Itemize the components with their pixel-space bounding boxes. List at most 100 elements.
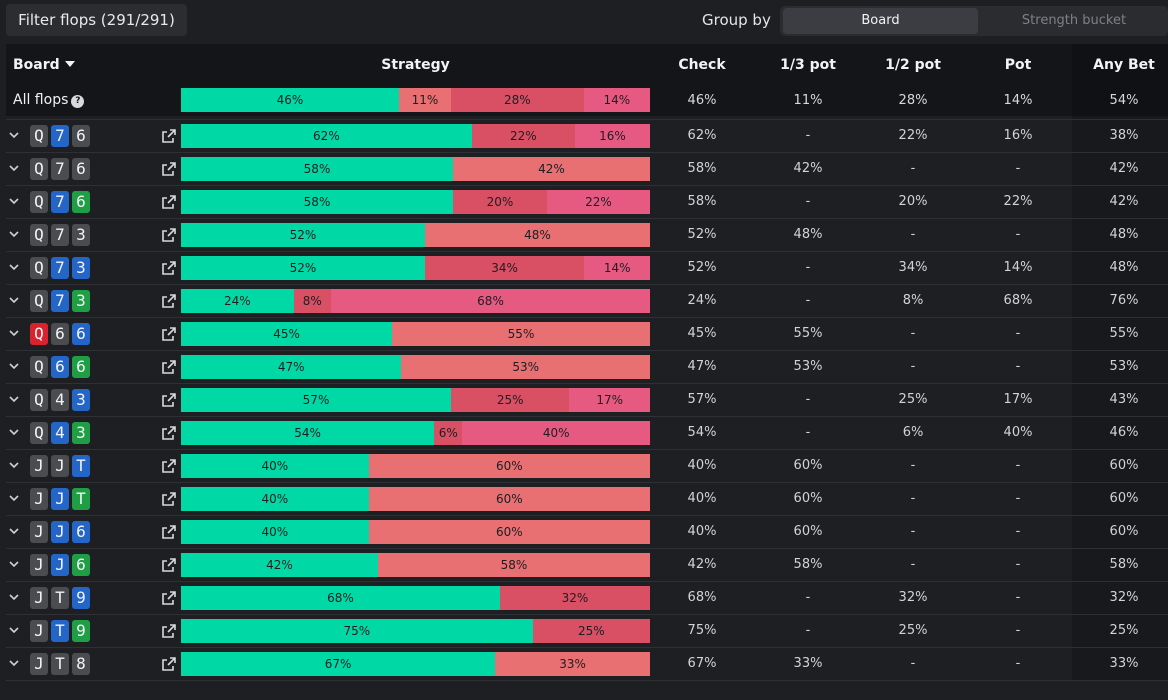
third-pot-segment: 55% bbox=[392, 322, 650, 346]
group-by-board-option[interactable]: Board bbox=[783, 8, 978, 34]
any-bet-cell-bg bbox=[1072, 219, 1168, 251]
table-row[interactable]: J J 6 40% 60% 40% 60% - -60% bbox=[6, 516, 1168, 549]
open-external-icon[interactable] bbox=[161, 656, 177, 672]
table-row[interactable]: J T 9 68% 32% 68% -32% -32% bbox=[6, 582, 1168, 615]
any-bet-value: 60% bbox=[1109, 524, 1139, 539]
open-external-icon[interactable] bbox=[161, 293, 177, 309]
check-segment: 40% bbox=[181, 520, 369, 544]
half-value: 20% bbox=[898, 194, 928, 209]
check-segment: 58% bbox=[181, 190, 454, 214]
chevron-down-icon[interactable] bbox=[8, 459, 20, 471]
table-row[interactable]: Q 7 3 24% 8% 68% 24% -8% 68% 76% bbox=[6, 285, 1168, 318]
open-external-icon[interactable] bbox=[161, 623, 177, 639]
half-value: - bbox=[910, 359, 916, 374]
filter-flops-button[interactable]: Filter flops (291/291) bbox=[6, 4, 187, 36]
board-column-header[interactable]: Board bbox=[13, 57, 75, 73]
check-segment: 52% bbox=[181, 256, 425, 280]
table-row[interactable]: Q 4 3 57% 25% 17% 57% -25% 17% 43% bbox=[6, 384, 1168, 417]
table-row[interactable]: Q 7 6 62% 22% 16% 62% -22% 16% 38% bbox=[6, 120, 1168, 153]
chevron-down-icon[interactable] bbox=[8, 261, 20, 273]
board-card: T bbox=[72, 455, 90, 477]
table-row[interactable]: Q 7 6 58% 20% 22% 58% -20% 22% 42% bbox=[6, 186, 1168, 219]
chevron-down-icon[interactable] bbox=[8, 294, 20, 306]
third-value: - bbox=[805, 425, 811, 440]
chevron-down-icon[interactable] bbox=[8, 195, 20, 207]
half-value: - bbox=[910, 458, 916, 473]
open-external-icon[interactable] bbox=[161, 392, 177, 408]
check-value: 40% bbox=[687, 491, 717, 506]
board-card: T bbox=[51, 587, 69, 609]
chevron-down-icon[interactable] bbox=[8, 426, 20, 438]
open-external-icon[interactable] bbox=[161, 260, 177, 276]
open-external-icon[interactable] bbox=[161, 128, 177, 144]
chevron-down-icon[interactable] bbox=[8, 327, 20, 339]
any-bet-value: 76% bbox=[1109, 293, 1139, 308]
third-value: 58% bbox=[793, 557, 823, 572]
board-header-label: Board bbox=[13, 57, 60, 73]
any-bet-value: 48% bbox=[1109, 227, 1139, 242]
chevron-down-icon[interactable] bbox=[8, 558, 20, 570]
board-card: 7 bbox=[51, 158, 69, 180]
open-external-icon[interactable] bbox=[161, 590, 177, 606]
check-value: 57% bbox=[687, 392, 717, 407]
open-external-icon[interactable] bbox=[161, 425, 177, 441]
table-row[interactable]: Q 7 3 52% 48% 52% 48% - -48% bbox=[6, 219, 1168, 252]
table-row[interactable]: J J T 40% 60% 40% 60% - -60% bbox=[6, 450, 1168, 483]
table-row[interactable]: Q 7 3 52% 34% 14% 52% -34% 14% 48% bbox=[6, 252, 1168, 285]
chevron-down-icon[interactable] bbox=[8, 228, 20, 240]
group-by-strength-bucket-option[interactable]: Strength bucket bbox=[1021, 13, 1127, 28]
board-card: 7 bbox=[51, 290, 69, 312]
chevron-down-icon[interactable] bbox=[8, 360, 20, 372]
strategy-bar: 52% 48% bbox=[181, 223, 650, 247]
check-value: 75% bbox=[687, 623, 717, 638]
chevron-down-icon[interactable] bbox=[8, 657, 20, 669]
third-pot-column-header[interactable]: 1/3 pot bbox=[780, 57, 836, 73]
open-external-icon[interactable] bbox=[161, 359, 177, 375]
check-segment: 24% bbox=[181, 289, 294, 313]
table-row[interactable]: J T 8 67% 33% 67% 33% - -33% bbox=[6, 648, 1168, 681]
open-external-icon[interactable] bbox=[161, 524, 177, 540]
chevron-down-icon[interactable] bbox=[8, 129, 20, 141]
open-external-icon[interactable] bbox=[161, 458, 177, 474]
chevron-down-icon[interactable] bbox=[8, 393, 20, 405]
chevron-down-icon[interactable] bbox=[8, 591, 20, 603]
all-flops-half-pot: 28% bbox=[898, 93, 928, 108]
strategy-bar: 40% 60% bbox=[181, 487, 650, 511]
open-external-icon[interactable] bbox=[161, 491, 177, 507]
chevron-down-icon[interactable] bbox=[8, 525, 20, 537]
table-row[interactable]: J J 6 42% 58% 42% 58% - -58% bbox=[6, 549, 1168, 582]
open-external-icon[interactable] bbox=[161, 161, 177, 177]
open-external-icon[interactable] bbox=[161, 326, 177, 342]
any-bet-value: 53% bbox=[1109, 359, 1139, 374]
board-card: 4 bbox=[51, 422, 69, 444]
pot-column-header[interactable]: Pot bbox=[1004, 57, 1032, 73]
table-row[interactable]: J T 9 75% 25% 75% -25% -25% bbox=[6, 615, 1168, 648]
table-row[interactable]: J J T 40% 60% 40% 60% - -60% bbox=[6, 483, 1168, 516]
any-bet-cell-bg bbox=[1072, 549, 1168, 581]
table-row[interactable]: Q 7 6 58% 42% 58% 42% - -42% bbox=[6, 153, 1168, 186]
check-value: 62% bbox=[687, 128, 717, 143]
pot-value: 22% bbox=[1003, 194, 1033, 209]
chevron-down-icon[interactable] bbox=[8, 624, 20, 636]
open-external-icon[interactable] bbox=[161, 194, 177, 210]
board-card: 7 bbox=[51, 191, 69, 213]
half-pot-column-header[interactable]: 1/2 pot bbox=[885, 57, 941, 73]
pot-segment: 17% bbox=[569, 388, 650, 412]
pot-segment: 16% bbox=[574, 124, 650, 148]
board-card: 6 bbox=[72, 521, 90, 543]
top-bar: Filter flops (291/291) Group by Board St… bbox=[0, 0, 1168, 44]
open-external-icon[interactable] bbox=[161, 557, 177, 573]
table-row[interactable]: Q 4 3 54% 6% 40% 54% -6% 40% 46% bbox=[6, 417, 1168, 450]
third-value: 48% bbox=[793, 227, 823, 242]
check-column-header[interactable]: Check bbox=[678, 57, 726, 73]
open-external-icon[interactable] bbox=[161, 227, 177, 243]
check-segment: 42% bbox=[181, 553, 378, 577]
chevron-down-icon[interactable] bbox=[8, 492, 20, 504]
table-row[interactable]: Q 6 6 47% 53% 47% 53% - -53% bbox=[6, 351, 1168, 384]
third-value: - bbox=[805, 392, 811, 407]
help-icon[interactable]: ? bbox=[71, 95, 85, 108]
table-row[interactable]: Q 6 6 45% 55% 45% 55% - -55% bbox=[6, 318, 1168, 351]
chevron-down-icon[interactable] bbox=[8, 162, 20, 174]
any-bet-column-header[interactable]: Any Bet bbox=[1093, 57, 1155, 73]
strategy-bar: 67% 33% bbox=[181, 652, 650, 676]
